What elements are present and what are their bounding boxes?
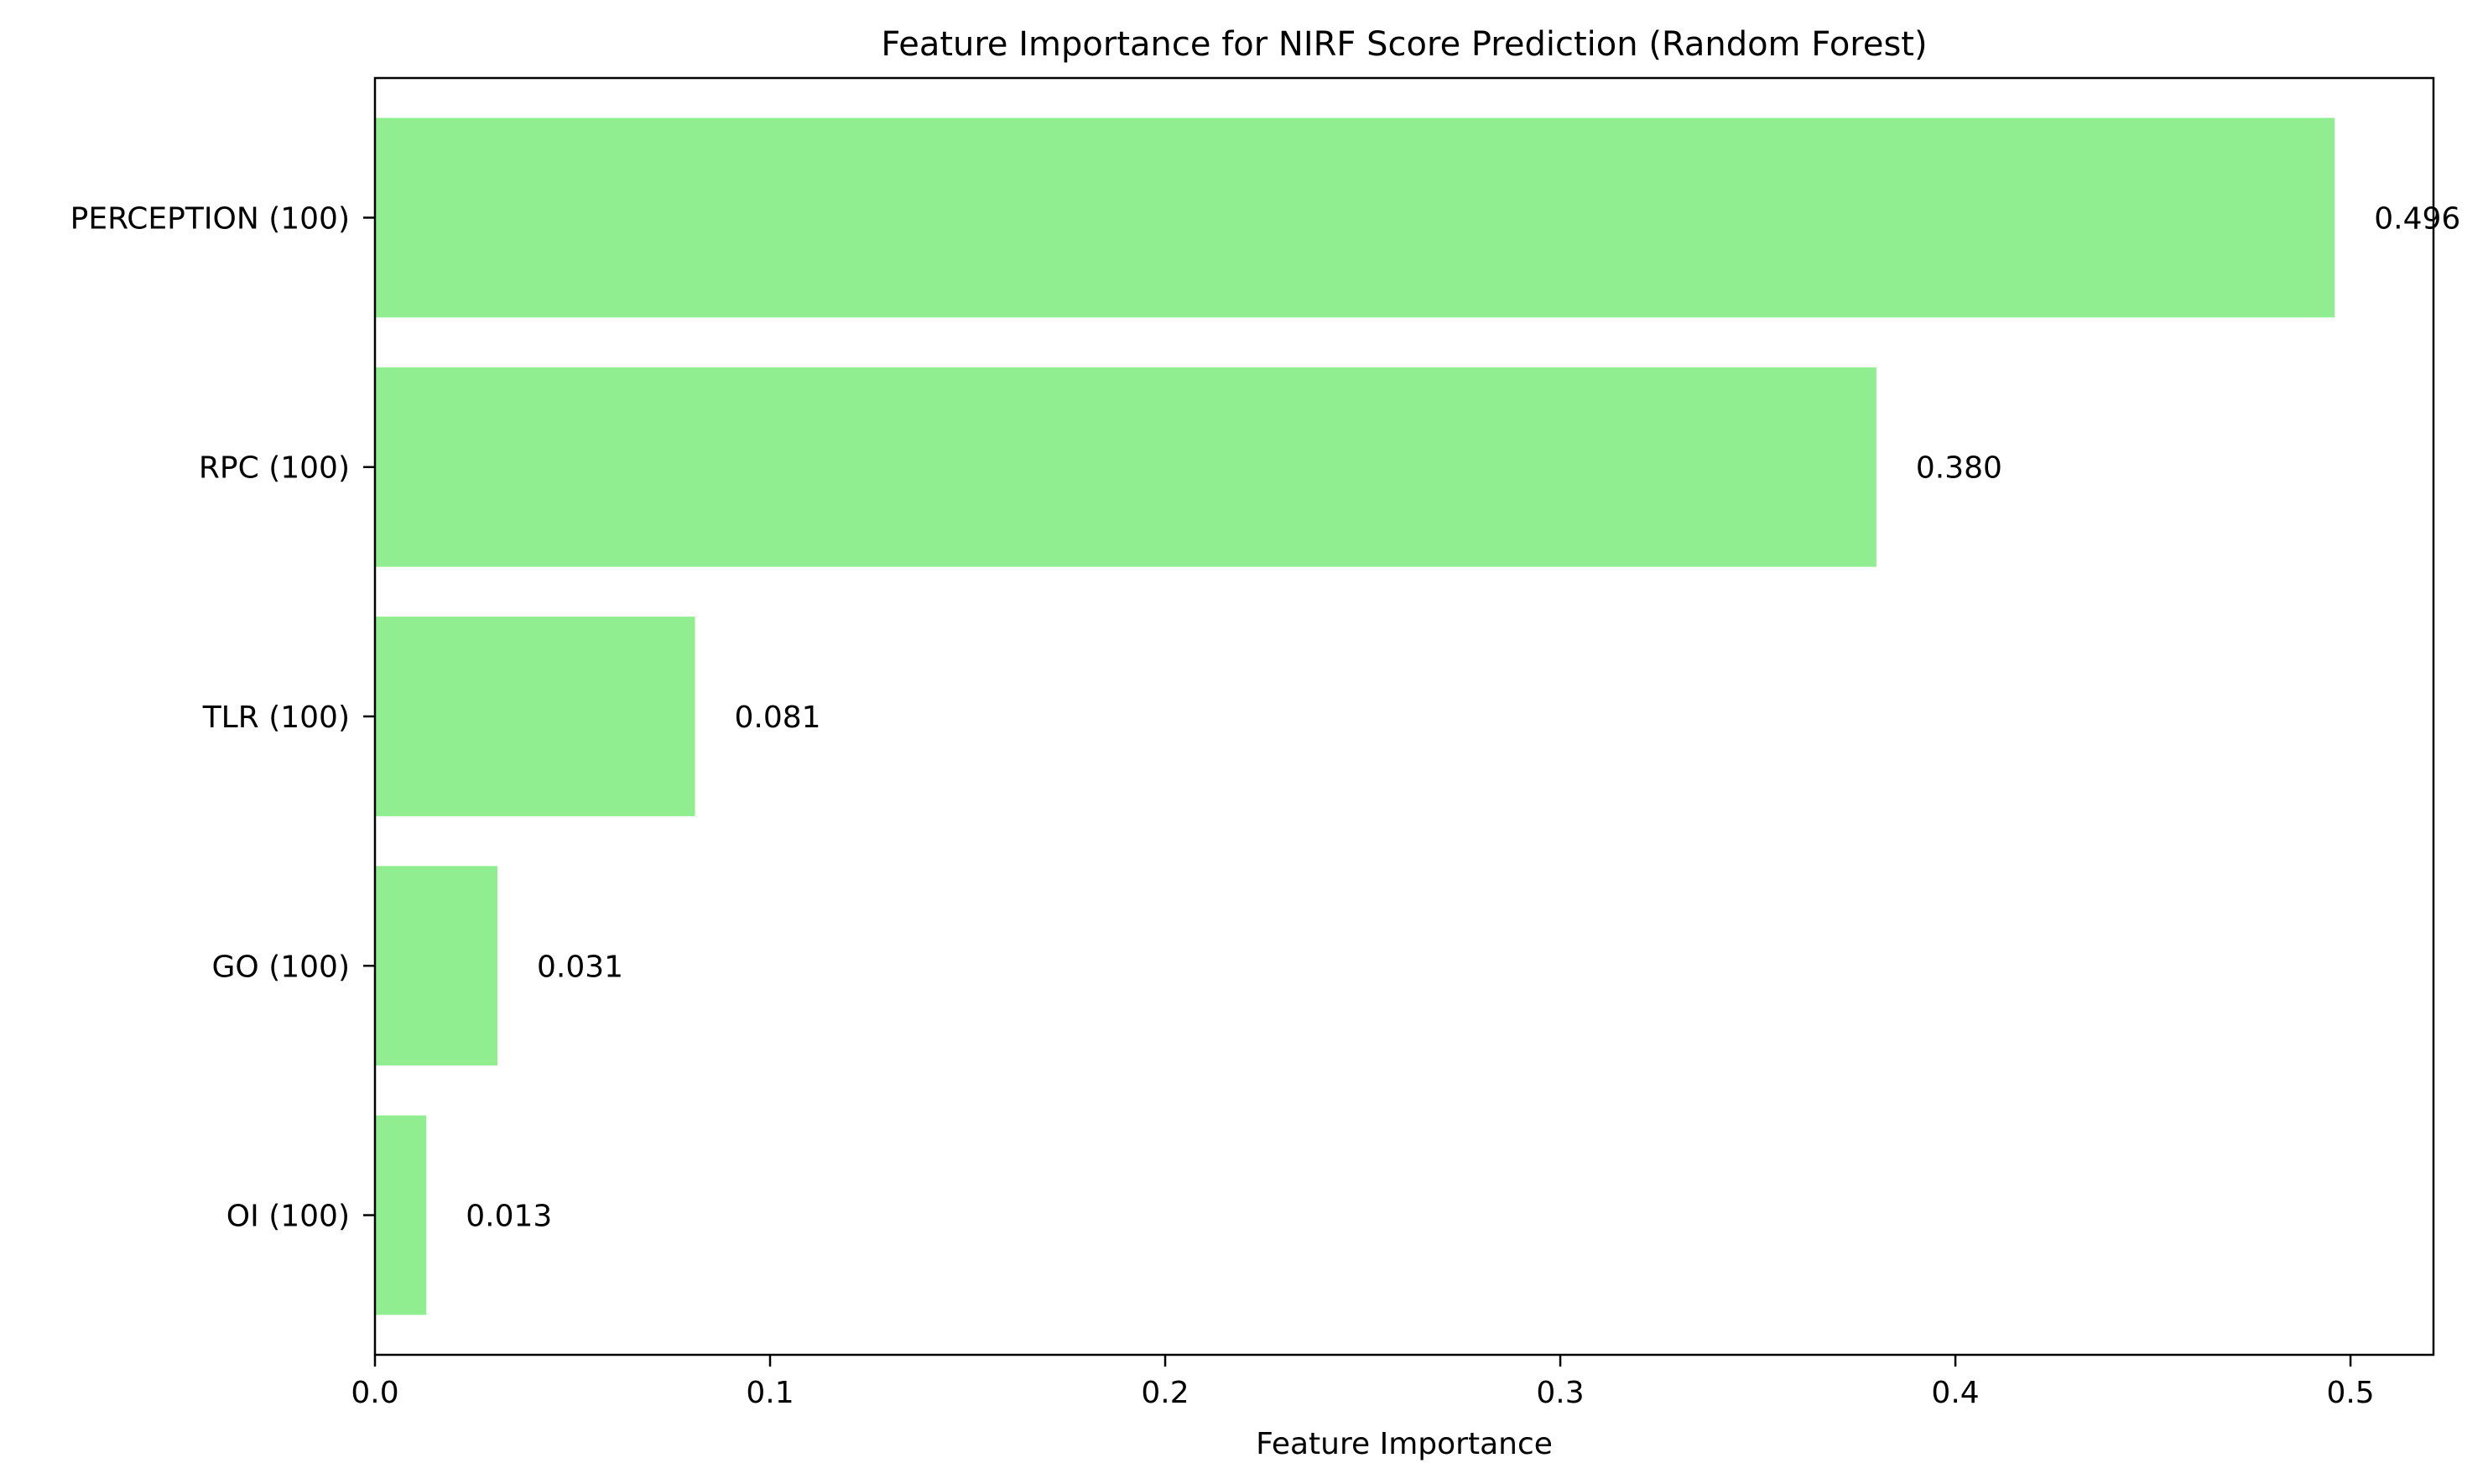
y-tick-label: OI (100): [226, 1200, 350, 1234]
bar-value-label: 0.380: [1916, 451, 2002, 486]
chart-title: Feature Importance for NIRF Score Predic…: [881, 25, 1927, 64]
x-tick-label: 0.4: [1931, 1376, 1979, 1410]
bar-value-label: 0.031: [537, 950, 623, 984]
bar-value-label: 0.081: [735, 700, 821, 735]
bar-3: [375, 866, 498, 1066]
x-tick-label: 0.5: [2326, 1376, 2374, 1410]
bar-0: [375, 117, 2335, 318]
bars-layer: [375, 117, 2335, 1315]
x-tick-label: 0.2: [1141, 1376, 1189, 1410]
x-axis-label: Feature Importance: [1256, 1427, 1553, 1461]
x-tick-label: 0.1: [746, 1376, 794, 1410]
bar-1: [375, 367, 1876, 567]
x-tick-label: 0.0: [351, 1376, 398, 1410]
bar-2: [375, 617, 695, 816]
y-tick-label: RPC (100): [199, 451, 350, 486]
bar-value-label: 0.496: [2374, 201, 2460, 236]
y-axis-ticks: PERCEPTION (100) RPC (100) TLR (100) GO (10…: [70, 201, 375, 1234]
x-tick-label: 0.3: [1536, 1376, 1584, 1410]
bar-4: [375, 1115, 427, 1315]
bar-value-label: 0.013: [466, 1200, 552, 1234]
y-tick-label: TLR (100): [202, 700, 350, 735]
bar-labels-layer: 0.496 0.380 0.081 0.031 0.013: [466, 201, 2460, 1233]
y-tick-label: PERCEPTION (100): [70, 201, 350, 236]
y-tick-label: GO (100): [212, 950, 350, 984]
x-axis-ticks: 0.0 0.1 0.2 0.3 0.4 0.5: [351, 1355, 2375, 1410]
